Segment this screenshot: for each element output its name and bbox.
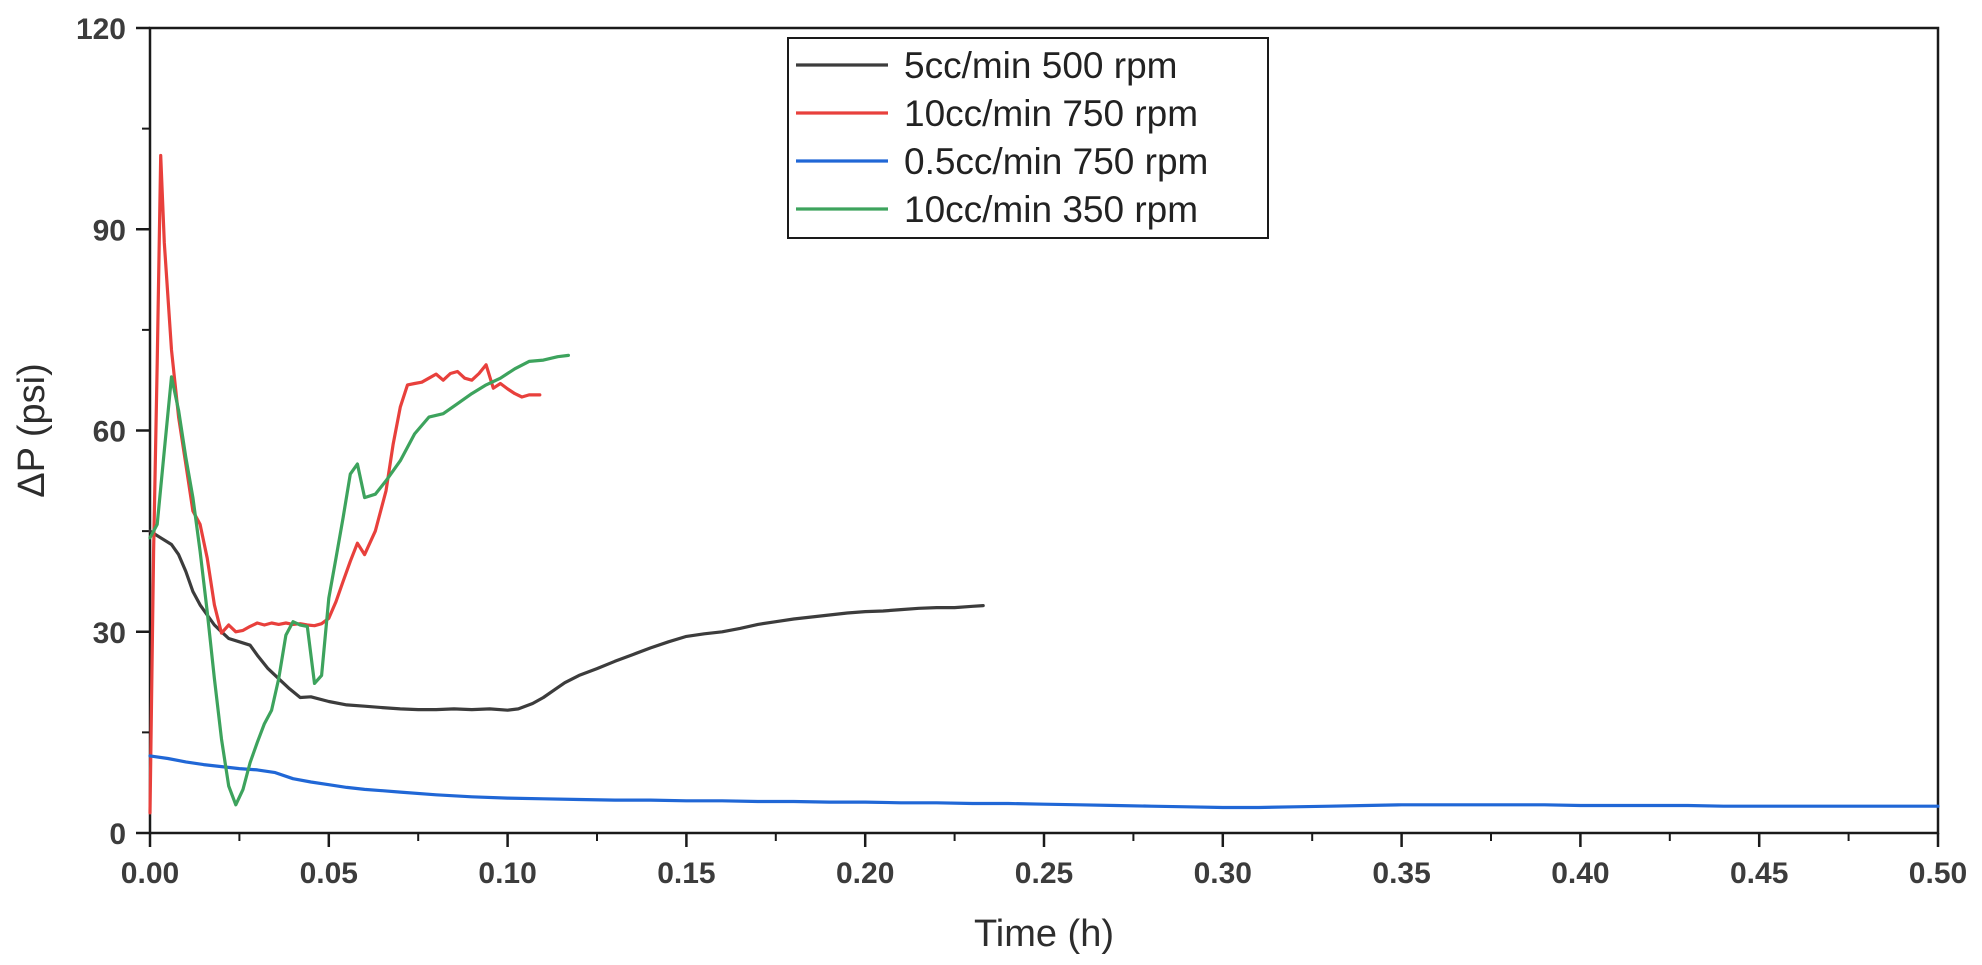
x-axis-ticks: 0.00 0.05 0.10 0.15 0.20 0.25 0.30 0.35 0.40 0.45…: [121, 833, 1967, 890]
legend-box: [787, 37, 1269, 239]
series-line-3: [148, 754, 1940, 810]
x-tick-label: 0.25: [1015, 857, 1073, 890]
x-tick-label: 0.50: [1909, 857, 1967, 890]
series-line-4: [148, 353, 570, 807]
x-tick-label: 0.30: [1194, 857, 1252, 890]
x-tick-label: 0.40: [1551, 857, 1609, 890]
x-tick-label: 0.05: [300, 857, 358, 890]
series-layer: [148, 153, 1940, 815]
legend-label: 10cc/min 750 rpm: [904, 93, 1198, 134]
x-tick-label: 0.10: [478, 857, 536, 890]
legend-label: 10cc/min 350 rpm: [904, 189, 1198, 230]
series-line-2: [148, 153, 542, 815]
y-tick-label: 0: [109, 818, 126, 851]
y-axis-ticks: 0 30 60 90 120: [76, 13, 150, 851]
x-tick-label: 0.45: [1730, 857, 1788, 890]
x-tick-label: 0.20: [836, 857, 894, 890]
y-tick-label: 120: [76, 13, 126, 46]
y-tick-label: 90: [93, 214, 126, 247]
legend-label: 5cc/min 500 rpm: [904, 45, 1178, 86]
y-tick-label: 30: [93, 617, 126, 650]
x-tick-label: 0.15: [657, 857, 715, 890]
y-axis-title: ΔP (psi): [11, 363, 53, 497]
x-axis-title: Time (h): [974, 913, 1114, 955]
y-tick-label: 60: [93, 416, 126, 449]
x-tick-label: 0.35: [1372, 857, 1430, 890]
series-line-1: [148, 529, 985, 712]
legend: 5cc/min 500 rpm 10cc/min 750 rpm 0.5cc/min…: [787, 37, 1269, 239]
legend-label: 0.5cc/min 750 rpm: [904, 141, 1208, 182]
x-tick-label: 0.00: [121, 857, 179, 890]
